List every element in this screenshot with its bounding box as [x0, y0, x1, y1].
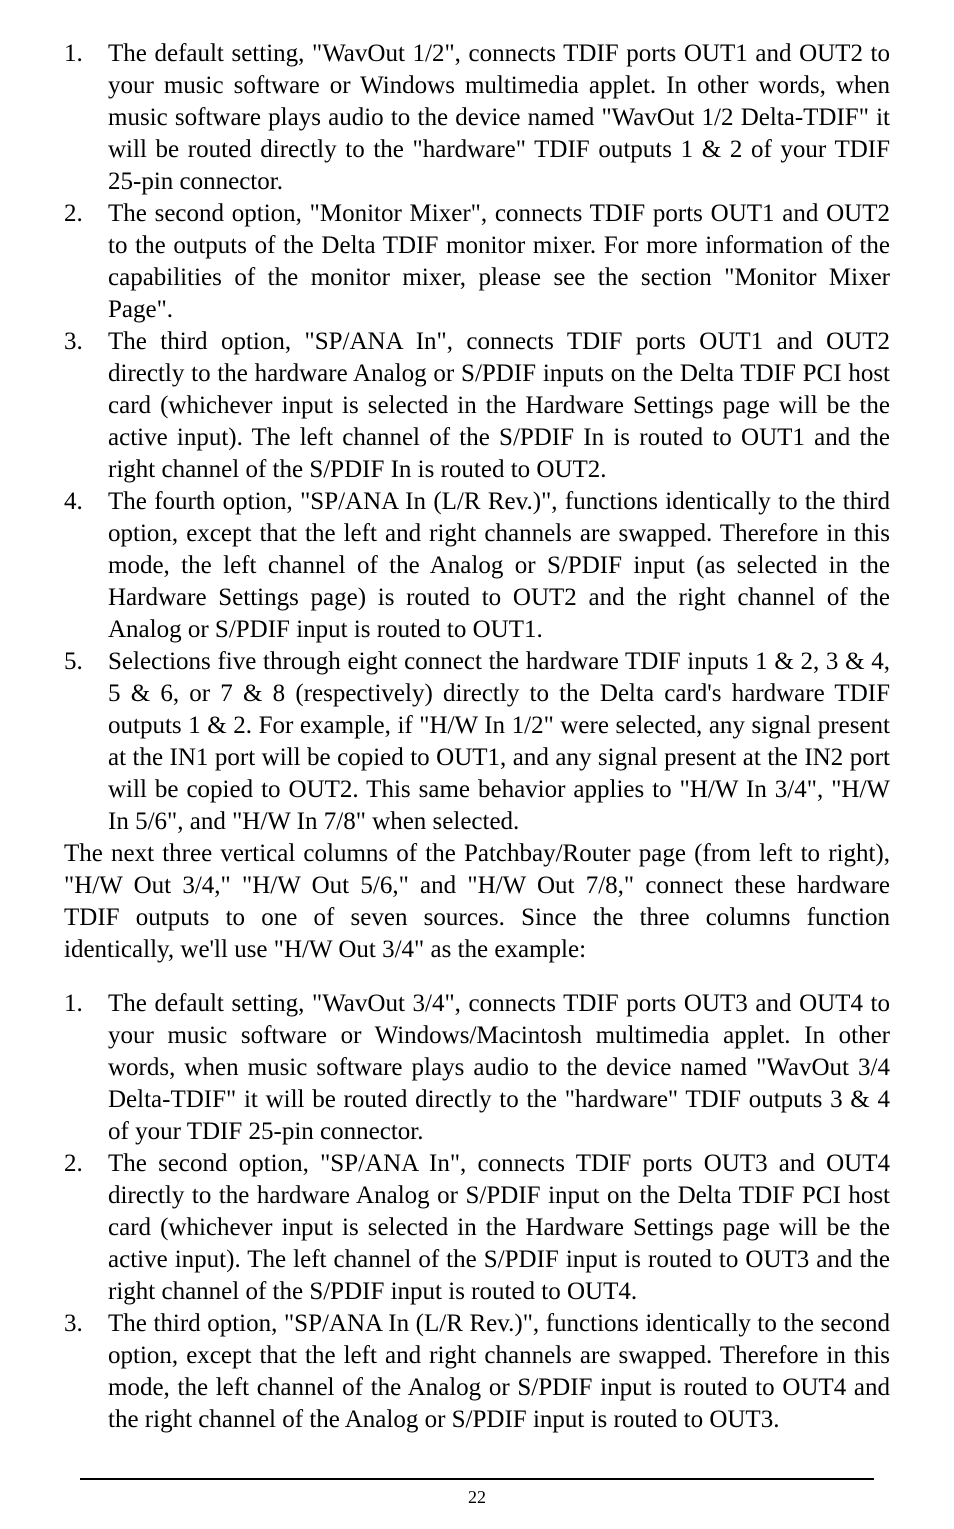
list-item: 2. The second option, "Monitor Mixer", c…: [64, 198, 890, 326]
list-number: 5.: [64, 646, 108, 678]
list-number: 3.: [64, 326, 108, 358]
list-text: The second option, "Monitor Mixer", conn…: [108, 198, 890, 326]
list-text: The second option, "SP/ANA In", connects…: [108, 1148, 890, 1308]
list-item: 4. The fourth option, "SP/ANA In (L/R Re…: [64, 486, 890, 646]
list-b: 1. The default setting, "WavOut 3/4", co…: [64, 988, 890, 1436]
mid-paragraph: The next three vertical columns of the P…: [64, 838, 890, 966]
spacer: [64, 966, 890, 988]
list-number: 1.: [64, 988, 108, 1020]
list-text: Selections five through eight connect th…: [108, 646, 890, 838]
list-number: 2.: [64, 198, 108, 230]
list-text: The third option, "SP/ANA In (L/R Rev.)"…: [108, 1308, 890, 1436]
list-item: 3. The third option, "SP/ANA In", connec…: [64, 326, 890, 486]
list-number: 4.: [64, 486, 108, 518]
list-item: 1. The default setting, "WavOut 1/2", co…: [64, 38, 890, 198]
list-item: 1. The default setting, "WavOut 3/4", co…: [64, 988, 890, 1148]
list-number: 2.: [64, 1148, 108, 1180]
list-text: The default setting, "WavOut 1/2", conne…: [108, 38, 890, 198]
page-number: 22: [64, 1486, 890, 1509]
list-number: 3.: [64, 1308, 108, 1340]
list-a: 1. The default setting, "WavOut 1/2", co…: [64, 38, 890, 838]
list-text: The third option, "SP/ANA In", connects …: [108, 326, 890, 486]
list-text: The default setting, "WavOut 3/4", conne…: [108, 988, 890, 1148]
list-item: 5. Selections five through eight connect…: [64, 646, 890, 838]
list-item: 3. The third option, "SP/ANA In (L/R Rev…: [64, 1308, 890, 1436]
list-text: The fourth option, "SP/ANA In (L/R Rev.)…: [108, 486, 890, 646]
list-item: 2. The second option, "SP/ANA In", conne…: [64, 1148, 890, 1308]
footer-rule: [80, 1478, 874, 1480]
list-number: 1.: [64, 38, 108, 70]
